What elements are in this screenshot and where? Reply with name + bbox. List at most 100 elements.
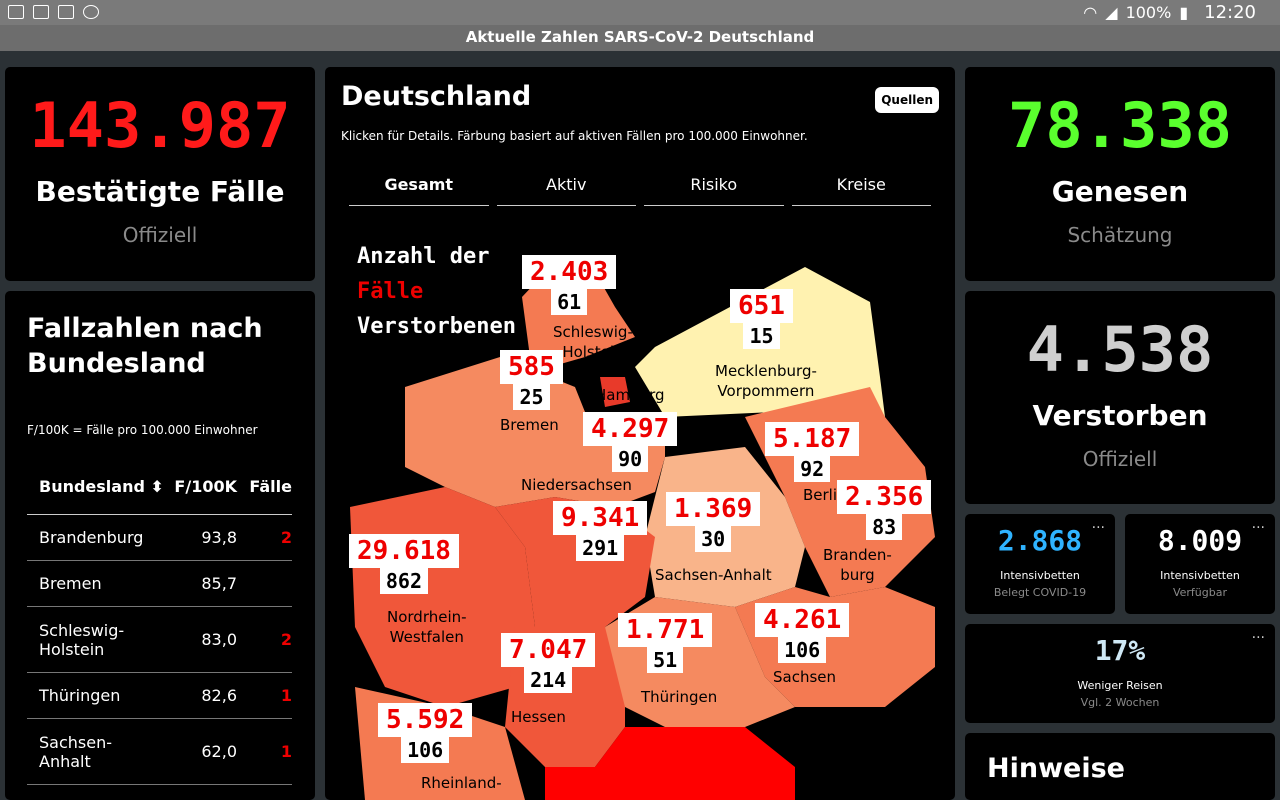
state-label-niedersachsen[interactable]: 4.297 90 [583, 412, 678, 472]
travel-value: 17% [1094, 634, 1146, 667]
icu-free-l2: Verfügbar [1172, 586, 1228, 599]
state-cases: 2.356 [837, 480, 932, 514]
state-deaths: 83 [866, 514, 903, 540]
header-cases[interactable]: Fälle [249, 477, 292, 496]
icu-free-value: 8.009 [1157, 524, 1243, 557]
states-title-line2: Bundesland [27, 348, 206, 379]
state-deaths: 15 [743, 323, 780, 349]
state-label-rheinland-pfalz[interactable]: 5.592 106 [378, 703, 473, 763]
state-label-sachsen[interactable]: 4.261 106 [755, 603, 850, 663]
states-note: F/100K = Fälle pro 100.000 Einwohner [27, 423, 258, 437]
recovered-sub: Schätzung [1067, 223, 1173, 247]
state-cases: 9.341 [553, 501, 648, 535]
state-deaths: 90 [612, 446, 649, 472]
state-label-berlin[interactable]: 5.187 92 [765, 422, 860, 482]
table-row[interactable]: Brandenburg 93,8 2 [27, 515, 292, 561]
icu-free-l1: Intensivbetten [1160, 569, 1240, 582]
notes-card[interactable]: Hinweise [965, 733, 1275, 800]
table-row[interactable]: Schleswig- Holstein 83,0 2 [27, 607, 292, 673]
row-state-name: Schleswig- Holstein [39, 620, 125, 659]
deaths-value: 4.538 [1026, 313, 1214, 386]
state-cases: 1.771 [618, 613, 713, 647]
row-state-name: Sachsen- Anhalt [39, 732, 112, 771]
icu-covid-card[interactable]: ... 2.868 Intensivbetten Belegt COVID-19 [965, 514, 1115, 614]
map-hint: Klicken für Details. Färbung basiert auf… [341, 129, 808, 143]
confirmed-card[interactable]: 143.987 Bestätigte Fälle Offiziell [5, 67, 315, 281]
row-f100k: 82,6 [201, 686, 237, 705]
state-label-mecklenburg-vorpommern[interactable]: 651 15 [730, 289, 793, 349]
travel-l2: Vgl. 2 Wochen [1080, 696, 1160, 709]
state-deaths: 291 [576, 535, 625, 561]
recovered-value: 78.338 [1008, 89, 1232, 162]
state-deaths: 61 [551, 289, 588, 315]
recovered-card[interactable]: 78.338 Genesen Schätzung [965, 67, 1275, 281]
table-row[interactable]: Sachsen- Anhalt 62,0 1 [27, 719, 292, 785]
row-f100k: 83,0 [201, 630, 237, 649]
states-title-line1: Fallzahlen nach [27, 313, 263, 344]
legend-line1: Anzahl der [357, 244, 490, 269]
state-deaths: 25 [513, 384, 550, 410]
state-cases: 585 [500, 350, 563, 384]
state-label-schleswig-holstein[interactable]: 2.403 61 [522, 255, 617, 315]
travel-card[interactable]: ... 17% Weniger Reisen Vgl. 2 Wochen [965, 624, 1275, 723]
header-bundesland[interactable]: Bundesland ⬍ [39, 477, 164, 496]
state-label-nordrhein-westfalen[interactable]: 29.618 862 [349, 534, 459, 594]
deaths-sub: Offiziell [1082, 447, 1158, 471]
state-label-sachsen-anhalt[interactable]: 1.369 30 [666, 492, 761, 552]
tab-risiko[interactable]: Risiko [644, 175, 784, 206]
row-f100k: 62,0 [201, 742, 237, 761]
state-deaths: 106 [401, 737, 450, 763]
state-name-label: Branden-burg [823, 546, 892, 584]
state-deaths: 862 [379, 568, 429, 594]
table-row[interactable]: Thüringen 82,6 1 [27, 673, 292, 719]
travel-l1: Weniger Reisen [1077, 679, 1163, 692]
state-label-thüringen[interactable]: 1.771 51 [618, 613, 713, 673]
state-deaths: 106 [778, 637, 827, 663]
map-card: Deutschland Quellen Klicken für Details.… [325, 67, 955, 800]
confirmed-value: 143.987 [29, 89, 291, 162]
states-table: Bundesland ⬍ F/100K Fälle Brandenburg 93… [27, 459, 292, 785]
table-header: Bundesland ⬍ F/100K Fälle [27, 459, 292, 515]
tab-aktiv[interactable]: Aktiv [496, 175, 636, 206]
state-label-brandenburg[interactable]: 2.356 83 [837, 480, 932, 540]
state-label-niedersachsen-south[interactable]: 9.341 291 [553, 501, 648, 561]
state-name-label: Schleswig- Holstein [553, 323, 633, 361]
tab-kreise[interactable]: Kreise [791, 175, 931, 206]
status-bar: ◠ ◢ 100% ▮ 12:20 [0, 0, 1280, 25]
legend-deaths: Verstorbenen [357, 314, 516, 339]
icu-covid-l1: Intensivbetten [1000, 569, 1080, 582]
state-cases: 29.618 [349, 534, 459, 568]
row-f100k: 85,7 [201, 574, 237, 593]
state-deaths: 214 [524, 667, 573, 693]
more-icon[interactable]: ... [1251, 516, 1265, 532]
state-label-hessen[interactable]: 7.047 214 [501, 633, 596, 693]
state-label-bremen[interactable]: 585 25 [500, 350, 563, 410]
row-cases: 2 [280, 630, 292, 649]
app-title: Aktuelle Zahlen SARS-CoV-2 Deutschland [0, 25, 1280, 51]
deaths-card[interactable]: 4.538 Verstorben Offiziell [965, 291, 1275, 504]
battery-percent: 100% [1125, 3, 1172, 22]
icu-covid-value: 2.868 [997, 524, 1083, 557]
more-icon[interactable]: ... [1091, 516, 1105, 532]
state-deaths: 92 [794, 456, 831, 482]
row-cases: 1 [280, 742, 292, 761]
header-f100k[interactable]: F/100K [174, 477, 237, 496]
state-deaths: 30 [695, 526, 732, 552]
state-name-label: Thüringen [641, 688, 718, 706]
signal-icon: ◢ [1105, 3, 1118, 22]
clock: 12:20 [1204, 2, 1256, 23]
table-row[interactable]: Bremen 85,7 [27, 561, 292, 607]
more-icon[interactable]: ... [1251, 626, 1265, 642]
wifi-icon: ◠ [1083, 3, 1098, 22]
row-state-name: Thüringen [39, 686, 121, 705]
mail-icon [8, 5, 24, 19]
map-region-bayern[interactable] [545, 727, 795, 800]
state-name-label: Sachsen-Anhalt [655, 566, 772, 584]
recovered-label: Genesen [1051, 175, 1189, 208]
map-region-niedersachsen[interactable] [405, 357, 665, 507]
icu-covid-l2: Belegt COVID-19 [993, 586, 1087, 599]
sources-button[interactable]: Quellen [875, 87, 939, 113]
map-region-hamburg[interactable] [600, 377, 630, 407]
icu-free-card[interactable]: ... 8.009 Intensivbetten Verfügbar [1125, 514, 1275, 614]
tab-gesamt[interactable]: Gesamt [349, 175, 489, 206]
